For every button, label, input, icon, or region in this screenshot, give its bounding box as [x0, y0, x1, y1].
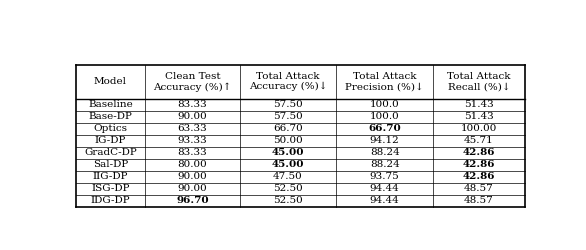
Text: 48.57: 48.57 — [464, 184, 494, 193]
Text: 63.33: 63.33 — [178, 124, 207, 133]
Text: 51.43: 51.43 — [464, 112, 494, 121]
Text: 93.75: 93.75 — [370, 172, 400, 181]
Text: 42.86: 42.86 — [463, 160, 495, 169]
Text: 94.44: 94.44 — [370, 196, 400, 205]
Text: IG-DP: IG-DP — [95, 136, 126, 145]
Text: 48.57: 48.57 — [464, 196, 494, 205]
Text: 83.33: 83.33 — [178, 148, 207, 157]
Text: 45.00: 45.00 — [272, 148, 304, 157]
Text: Optics: Optics — [93, 124, 127, 133]
Text: 45.71: 45.71 — [464, 136, 494, 145]
Text: 94.44: 94.44 — [370, 184, 400, 193]
Text: Baseline: Baseline — [88, 100, 133, 109]
Text: 94.12: 94.12 — [370, 136, 400, 145]
Text: 57.50: 57.50 — [273, 100, 303, 109]
Text: GradC-DP: GradC-DP — [84, 148, 137, 157]
Text: 66.70: 66.70 — [368, 124, 401, 133]
Text: 52.50: 52.50 — [273, 184, 303, 193]
Text: 93.33: 93.33 — [178, 136, 207, 145]
Text: Model: Model — [94, 77, 127, 86]
Text: 100.0: 100.0 — [370, 112, 400, 121]
Text: Total Attack
Recall (%)↓: Total Attack Recall (%)↓ — [447, 72, 511, 91]
Text: 100.00: 100.00 — [461, 124, 498, 133]
Text: 47.50: 47.50 — [273, 172, 303, 181]
Text: 50.00: 50.00 — [273, 136, 303, 145]
Text: ISG-DP: ISG-DP — [91, 184, 130, 193]
Text: Base-DP: Base-DP — [88, 112, 132, 121]
Text: 66.70: 66.70 — [273, 124, 303, 133]
Text: Total Attack
Precision (%)↓: Total Attack Precision (%)↓ — [345, 72, 424, 91]
Text: Total Attack
Accuracy (%)↓: Total Attack Accuracy (%)↓ — [248, 72, 327, 92]
Text: Clean Test
Accuracy (%)↑: Clean Test Accuracy (%)↑ — [153, 72, 231, 92]
Text: 100.0: 100.0 — [370, 100, 400, 109]
Text: 90.00: 90.00 — [178, 172, 207, 181]
Text: 51.43: 51.43 — [464, 100, 494, 109]
Text: 90.00: 90.00 — [178, 184, 207, 193]
Text: 42.86: 42.86 — [463, 172, 495, 181]
Text: 45.00: 45.00 — [272, 160, 304, 169]
Text: 88.24: 88.24 — [370, 148, 400, 157]
Text: 42.86: 42.86 — [463, 148, 495, 157]
Text: 83.33: 83.33 — [178, 100, 207, 109]
Text: 96.70: 96.70 — [176, 196, 209, 205]
Text: IIG-DP: IIG-DP — [93, 172, 128, 181]
Text: 52.50: 52.50 — [273, 196, 303, 205]
Text: 57.50: 57.50 — [273, 112, 303, 121]
Text: 90.00: 90.00 — [178, 112, 207, 121]
Text: 88.24: 88.24 — [370, 160, 400, 169]
Text: Sal-DP: Sal-DP — [93, 160, 128, 169]
Text: IDG-DP: IDG-DP — [91, 196, 130, 205]
Text: 80.00: 80.00 — [178, 160, 207, 169]
